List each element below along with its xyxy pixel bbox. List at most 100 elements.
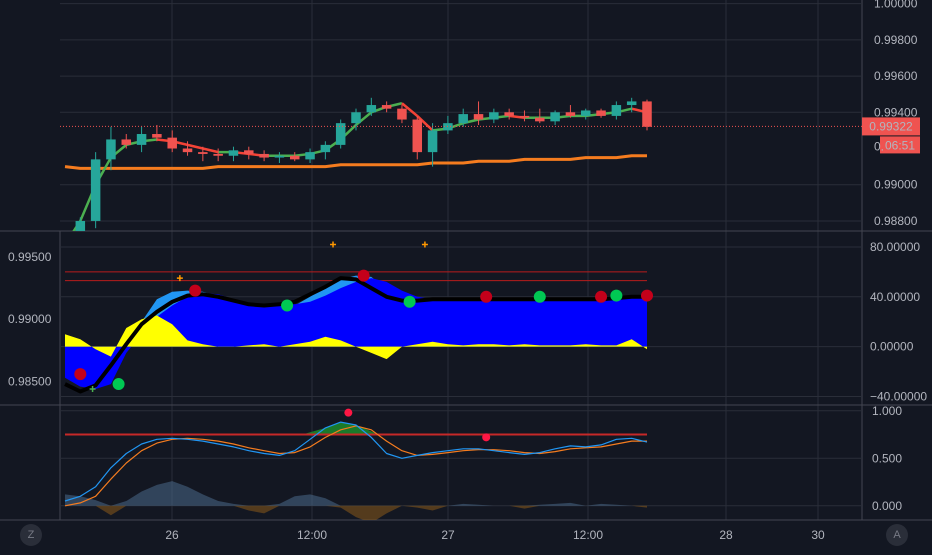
wt2-blue-area bbox=[65, 278, 647, 389]
candle-body bbox=[519, 115, 530, 118]
candle-body bbox=[335, 123, 346, 145]
last-price-label-bg bbox=[862, 117, 920, 136]
candle-body bbox=[228, 150, 239, 156]
time-axis-tick: 30 bbox=[811, 528, 825, 542]
signal-marker bbox=[176, 275, 183, 282]
wavetrend-cross-dot bbox=[480, 290, 493, 303]
price-pane bbox=[64, 97, 652, 231]
time-axis-tick: 28 bbox=[719, 528, 733, 542]
histogram-negative-area bbox=[65, 505, 647, 520]
candle-body bbox=[244, 150, 254, 154]
signal-marker bbox=[89, 386, 96, 393]
rsi-pane bbox=[64, 408, 648, 520]
left-axis-tick: 0.98500 bbox=[8, 375, 52, 389]
ema-short-segment bbox=[401, 102, 419, 117]
price-axis-tick: 0.99600 bbox=[874, 69, 918, 83]
candle-body bbox=[198, 152, 208, 154]
left-axis-tick: 0.99500 bbox=[8, 250, 52, 264]
wavetrend-cross-dot bbox=[357, 269, 370, 282]
candle-body bbox=[473, 114, 484, 120]
candle-body bbox=[489, 112, 499, 120]
price-axis-tick: 0.98800 bbox=[874, 214, 918, 228]
left-axis-tick: 0.99000 bbox=[8, 312, 52, 326]
candle-body bbox=[458, 114, 468, 124]
candle-body bbox=[106, 139, 116, 160]
candle-body bbox=[259, 153, 269, 158]
last-price-label: 0.99322 bbox=[869, 119, 913, 133]
rsi-axis-tick: 0.000 bbox=[872, 499, 902, 513]
candle-body bbox=[121, 139, 132, 145]
candle-body bbox=[289, 155, 300, 160]
histogram-positive-area bbox=[65, 481, 647, 506]
candle-body bbox=[213, 153, 223, 156]
wavetrend-axis-tick: 80.00000 bbox=[870, 240, 920, 254]
wavetrend-cross-dot bbox=[641, 289, 653, 302]
timezone-badge[interactable]: Z bbox=[20, 524, 42, 546]
candle-body bbox=[397, 108, 407, 120]
wavetrend-cross-dot bbox=[533, 290, 546, 303]
countdown-label: 06:51 bbox=[885, 138, 915, 152]
rsi-axis-tick: 1.000 bbox=[872, 404, 902, 418]
signal-marker bbox=[330, 241, 337, 248]
rsi-peak-dot bbox=[482, 433, 491, 442]
candle-body bbox=[75, 220, 86, 231]
candle-body bbox=[427, 130, 438, 153]
time-axis-tick: 12:00 bbox=[573, 528, 603, 542]
countdown-partial-label: 0. bbox=[874, 139, 884, 153]
candle-body bbox=[611, 105, 622, 116]
candle-body bbox=[550, 112, 560, 122]
wavetrend-cross-dot bbox=[281, 299, 294, 312]
price-axis-tick: 0.99000 bbox=[874, 178, 918, 192]
candle-body bbox=[320, 144, 331, 153]
candle-body bbox=[642, 101, 652, 127]
auto-scale-badge[interactable]: A bbox=[886, 524, 908, 546]
candle-body bbox=[136, 134, 147, 145]
candle-body bbox=[535, 117, 545, 122]
candle-body bbox=[305, 152, 315, 160]
wavetrend-cross-dot bbox=[74, 368, 87, 381]
price-axis-tick: 0.99400 bbox=[874, 105, 918, 119]
wavetrend-axis-tick: −40.00000 bbox=[870, 390, 927, 404]
rsi-axis-tick: 0.500 bbox=[872, 451, 902, 465]
wavetrend-axis-tick: 0.00000 bbox=[870, 340, 914, 354]
rsi-blue-line bbox=[64, 421, 648, 502]
candle-body bbox=[626, 101, 637, 106]
wavetrend-cross-dot bbox=[112, 378, 125, 391]
price-axis-tick: 0.99800 bbox=[874, 33, 918, 47]
wavetrend-cross-dot bbox=[595, 290, 608, 303]
candle-body bbox=[580, 110, 591, 116]
candle-body bbox=[366, 105, 377, 113]
candle-body bbox=[167, 137, 177, 149]
rsi-peak-dot bbox=[344, 408, 353, 417]
wavetrend-signal-line bbox=[64, 276, 647, 394]
wavetrend-axis-tick: 40.00000 bbox=[870, 290, 920, 304]
candle-body bbox=[412, 119, 423, 153]
wavetrend-cross-dot bbox=[610, 289, 623, 302]
candle-body bbox=[182, 148, 193, 153]
candle-body bbox=[90, 159, 101, 221]
wavetrend-cross-dot bbox=[189, 284, 202, 297]
candle-body bbox=[565, 112, 576, 116]
ema-short-segment bbox=[202, 147, 219, 154]
time-axis-tick: 26 bbox=[165, 528, 179, 542]
ema-long-line bbox=[64, 154, 647, 170]
candle-body bbox=[381, 105, 392, 109]
candle-body bbox=[504, 112, 514, 116]
signal-marker bbox=[421, 241, 428, 248]
countdown-label-bg bbox=[880, 136, 920, 154]
rsi-orange-line bbox=[64, 425, 647, 507]
wavetrend-cross-dot bbox=[403, 295, 416, 308]
candle-body bbox=[152, 134, 162, 138]
ema-short-segment bbox=[187, 143, 204, 150]
candle-body bbox=[596, 110, 606, 116]
time-axis-tick: 12:00 bbox=[297, 528, 327, 542]
candle-body bbox=[274, 155, 285, 158]
ema-short-segment bbox=[416, 114, 434, 132]
yellow-momentum-area bbox=[65, 315, 647, 360]
time-axis-tick: 27 bbox=[441, 528, 455, 542]
wave-pane bbox=[64, 241, 653, 394]
candle-body bbox=[351, 112, 361, 124]
